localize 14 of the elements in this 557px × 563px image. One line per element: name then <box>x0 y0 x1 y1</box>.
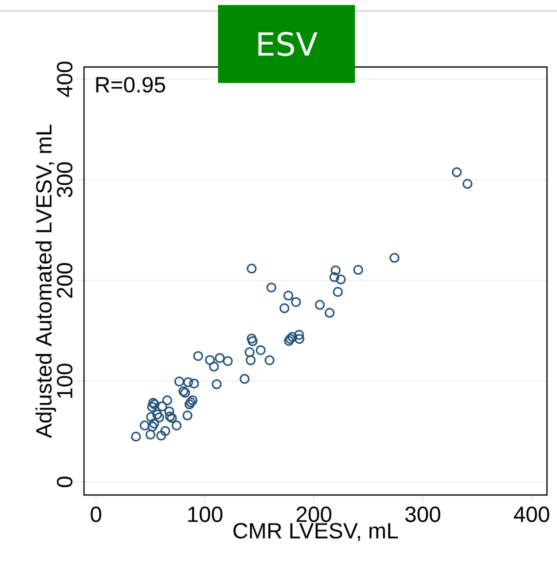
x-tick-label: 100 <box>188 506 222 522</box>
x-tick-label: 200 <box>296 506 332 522</box>
y-tick-label: 400 <box>56 62 72 97</box>
x-axis-title: CMR LVESV, mL <box>233 522 398 542</box>
chart-title: ESV <box>258 32 318 56</box>
y-tick-label: 0 <box>56 476 72 488</box>
annotation: R=0.95 <box>96 76 166 93</box>
x-tick-label: 0 <box>90 506 102 522</box>
y-tick-label: 300 <box>56 162 72 198</box>
x-tick-label: 300 <box>405 506 440 522</box>
y-tick-label: 100 <box>56 364 72 398</box>
y-axis-title: Adjusted Automated LVESV, mL <box>36 124 56 438</box>
x-tick-label: 400 <box>514 506 550 522</box>
y-tick-label: 200 <box>56 263 72 298</box>
